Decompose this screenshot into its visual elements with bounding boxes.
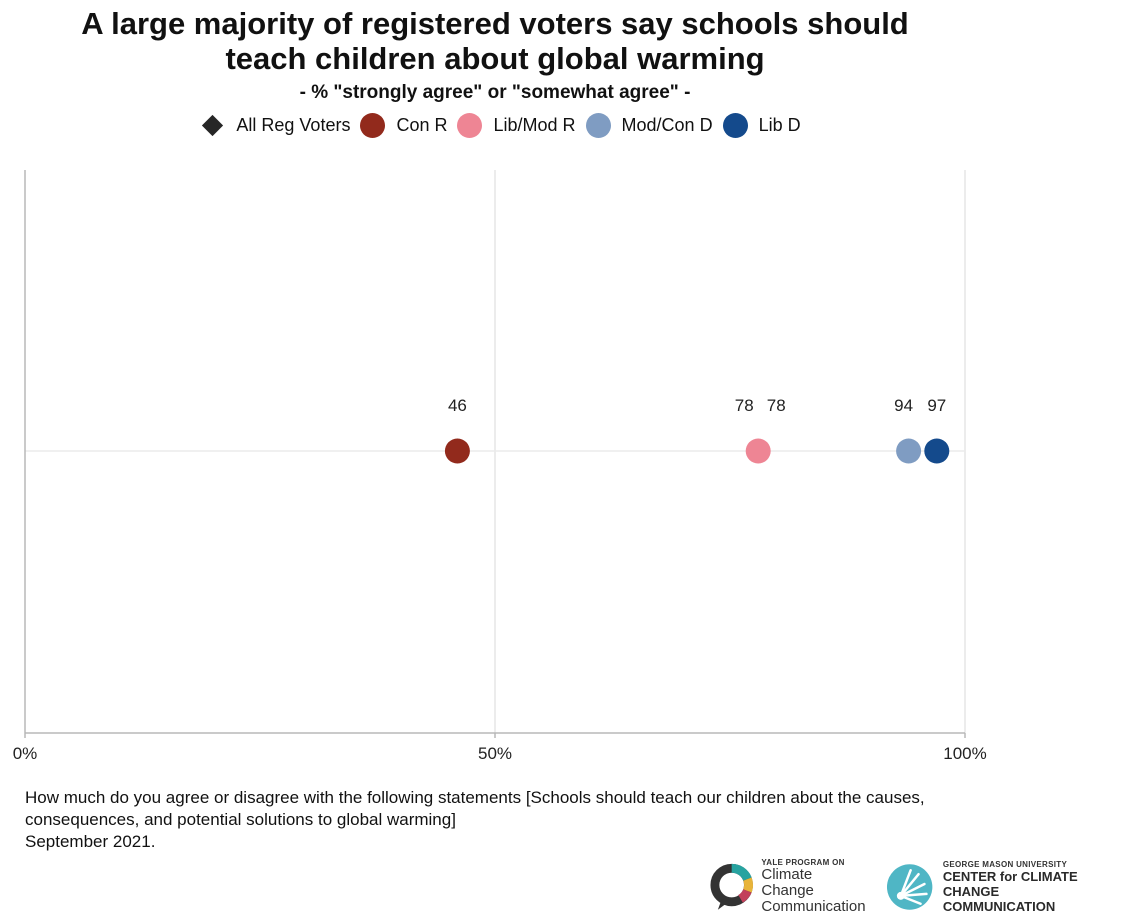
chart-title: A large majority of registered voters sa… (0, 6, 990, 76)
marker-lib-mod-r (745, 438, 771, 464)
caption-line-2: consequences, and potential solutions to… (25, 810, 456, 829)
x-tick-label-0: 0% (13, 744, 38, 763)
yale-logo-line-2: Communication (761, 898, 866, 915)
legend-swatch-lib-d (722, 113, 748, 138)
gmu-logo-line-2: COMMUNICATION (942, 898, 1056, 914)
legend-swatch-mod-con-d (585, 113, 611, 138)
gmu-sunburst-icon (887, 863, 933, 910)
yale-logo-small: YALE PROGRAM ON (761, 858, 845, 867)
gmu-logo-line-1: CENTER for CLIMATE CHANGE (942, 868, 1078, 899)
marker-mod-con-d (896, 438, 922, 464)
logos: YALE PROGRAM ON Climate Change Communica… (708, 858, 1135, 915)
x-tick-label-50: 50% (478, 744, 512, 763)
data-label-all-reg-voters: 78 (767, 396, 786, 415)
legend-item-lib-d: Lib D (722, 113, 801, 138)
chart-title-line-2: teach children about global warming (225, 41, 765, 76)
caption-line-3: September 2021. (25, 832, 156, 851)
legend-item-mod-con-d: Mod/Con D (585, 113, 713, 138)
legend-swatch-con-r (360, 113, 386, 138)
chart-caption: How much do you agree or disagree with t… (25, 787, 925, 853)
legend-item-con-r: Con R (360, 113, 447, 138)
legend-swatch-lib-mod-r (457, 113, 483, 138)
x-tick-label-100: 100% (943, 744, 986, 763)
legend-item-all-reg-voters: All Reg Voters (199, 114, 351, 137)
legend-label-all-reg-voters: All Reg Voters (236, 115, 351, 135)
yale-logo-line-1: Climate Change (761, 866, 814, 899)
legend-label-mod-con-d: Mod/Con D (621, 115, 713, 135)
gmu-logo-small: GEORGE MASON UNIVERSITY (942, 859, 1068, 869)
chart-legend: All Reg Voters Con R Lib/Mod R Mod/Con D Lib… (0, 113, 1000, 138)
legend-label-lib-d: Lib D (758, 115, 801, 135)
yale-c-icon (710, 863, 753, 910)
chart-subtitle: - % "strongly agree" or "somewhat agree"… (299, 82, 691, 103)
data-label-con-r: 46 (448, 396, 467, 415)
legend-label-lib-mod-r: Lib/Mod R (493, 115, 576, 135)
data-label-mod-con-d: 94 (894, 396, 913, 415)
data-label-lib-mod-r: 78 (735, 396, 754, 415)
chart-title-line-1: A large majority of registered voters sa… (81, 6, 909, 41)
caption-line-1: How much do you agree or disagree with t… (25, 788, 925, 807)
gmu-logo: GEORGE MASON UNIVERSITY CENTER for CLIMA… (885, 860, 1135, 914)
legend-label-con-r: Con R (396, 115, 448, 135)
yale-logo: YALE PROGRAM ON Climate Change Communica… (708, 858, 867, 915)
legend-item-lib-mod-r: Lib/Mod R (457, 113, 576, 138)
marker-lib-d (924, 438, 950, 464)
data-label-lib-d: 97 (927, 396, 946, 415)
marker-con-r (444, 438, 470, 464)
